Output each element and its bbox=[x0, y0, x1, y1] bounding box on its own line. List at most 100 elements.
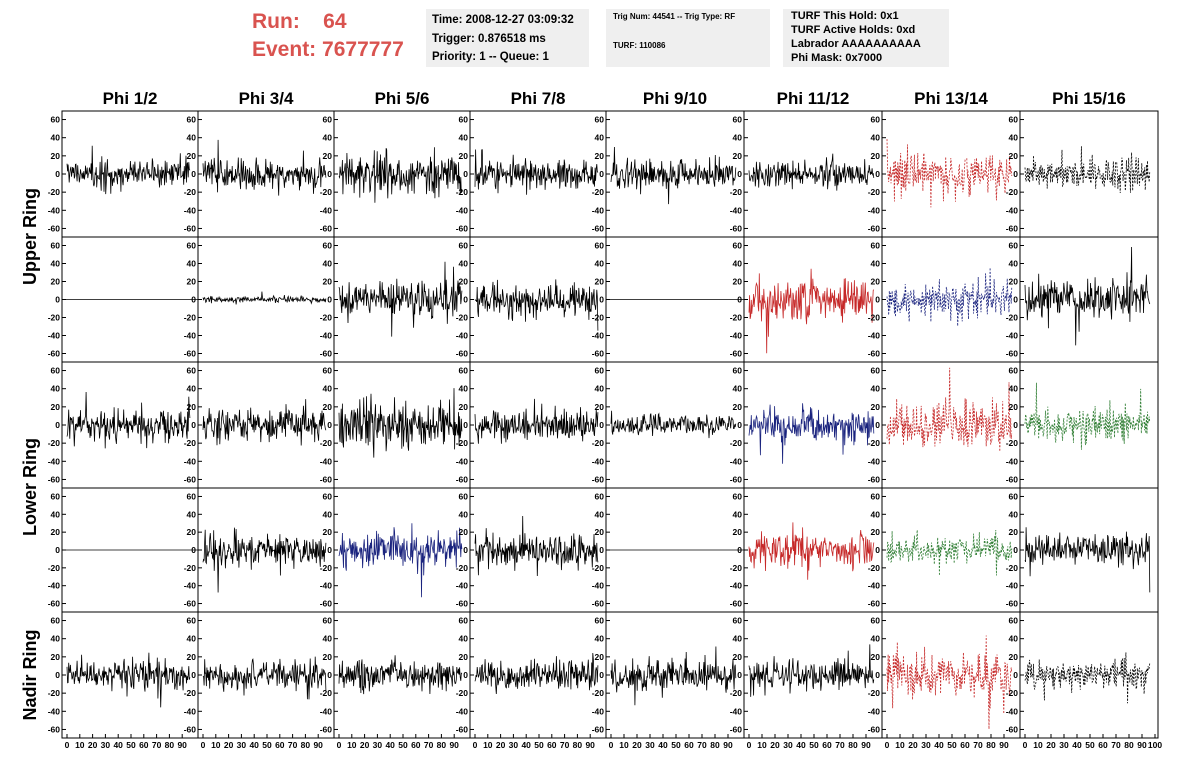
y-tick-label: 0 bbox=[463, 670, 468, 680]
x-tick-label: 70 bbox=[697, 740, 707, 750]
y-tick-label: -20 bbox=[730, 563, 743, 573]
y-tick-label: -40 bbox=[1006, 581, 1019, 591]
x-tick-label: 100 bbox=[1148, 740, 1162, 750]
y-tick-label: -40 bbox=[1006, 706, 1019, 716]
time-info-box: Time: 2008-12-27 03:09:32 Trigger: 0.876… bbox=[426, 9, 589, 67]
y-tick-label: -60 bbox=[868, 349, 881, 359]
x-tick-label: 50 bbox=[262, 740, 272, 750]
y-tick-label: -20 bbox=[456, 187, 469, 197]
y-tick-label: -60 bbox=[320, 223, 333, 233]
y-tick-label: -20 bbox=[1006, 563, 1019, 573]
y-tick-label: -20 bbox=[456, 688, 469, 698]
y-tick-label: 40 bbox=[595, 509, 605, 519]
y-tick-label: -60 bbox=[730, 724, 743, 734]
y-tick-label: 20 bbox=[459, 527, 469, 537]
x-tick-label: 40 bbox=[249, 740, 259, 750]
y-tick-label: 20 bbox=[733, 151, 743, 161]
y-tick-label: 20 bbox=[871, 402, 881, 412]
y-tick-label: -40 bbox=[730, 205, 743, 215]
run-event-block: Run: 64 Event: 7677777 bbox=[252, 8, 422, 64]
y-tick-label: -40 bbox=[320, 706, 333, 716]
x-tick-label: 20 bbox=[1046, 740, 1056, 750]
y-tick-label: -60 bbox=[184, 349, 197, 359]
y-tick-label: -40 bbox=[868, 205, 881, 215]
y-tick-label: 0 bbox=[875, 545, 880, 555]
y-tick-label: -40 bbox=[48, 205, 61, 215]
y-tick-label: -40 bbox=[1006, 331, 1019, 341]
y-tick-label: 60 bbox=[459, 241, 469, 251]
y-tick-label: 40 bbox=[459, 133, 469, 143]
labrador-line: Labrador AAAAAAAAAA bbox=[791, 38, 921, 50]
y-tick-label: -60 bbox=[48, 474, 61, 484]
x-tick-label: 20 bbox=[496, 740, 506, 750]
y-tick-label: 60 bbox=[1009, 491, 1019, 501]
y-tick-label: 40 bbox=[1009, 634, 1019, 644]
y-tick-label: -20 bbox=[868, 187, 881, 197]
y-tick-label: -60 bbox=[592, 349, 605, 359]
y-tick-label: 20 bbox=[871, 151, 881, 161]
y-tick-label: 20 bbox=[51, 527, 61, 537]
x-tick-label: 60 bbox=[684, 740, 694, 750]
x-tick-label: 40 bbox=[385, 740, 395, 750]
y-tick-label: 60 bbox=[459, 115, 469, 125]
trigger-info-box: Trig Num: 44541 -- Trig Type: RF TURF: 1… bbox=[606, 9, 770, 67]
y-tick-label: 60 bbox=[187, 366, 197, 376]
y-tick-label: 0 bbox=[327, 670, 332, 680]
y-tick-label: 0 bbox=[875, 670, 880, 680]
y-tick-label: 20 bbox=[733, 652, 743, 662]
y-tick-label: -60 bbox=[1006, 474, 1019, 484]
y-tick-label: 20 bbox=[1009, 527, 1019, 537]
x-tick-label: 30 bbox=[783, 740, 793, 750]
x-tick-label: 50 bbox=[809, 740, 819, 750]
y-tick-label: -40 bbox=[730, 456, 743, 466]
y-tick-label: 60 bbox=[871, 366, 881, 376]
x-tick-label: 90 bbox=[1137, 740, 1147, 750]
turf-info-box: TURF This Hold: 0x1 TURF Active Holds: 0… bbox=[783, 9, 949, 67]
y-tick-label: -20 bbox=[456, 438, 469, 448]
row-group-title: Nadir Ring bbox=[20, 629, 40, 720]
y-tick-label: -40 bbox=[48, 331, 61, 341]
y-tick-label: 0 bbox=[463, 545, 468, 555]
y-tick-label: 60 bbox=[323, 366, 333, 376]
waveform-trace bbox=[1024, 382, 1151, 450]
x-tick-label: 50 bbox=[947, 740, 957, 750]
y-tick-label: -40 bbox=[320, 456, 333, 466]
y-tick-label: -40 bbox=[456, 331, 469, 341]
x-tick-label: 10 bbox=[619, 740, 629, 750]
x-tick-label: 20 bbox=[224, 740, 234, 750]
y-tick-label: 0 bbox=[55, 670, 60, 680]
y-tick-label: 0 bbox=[327, 545, 332, 555]
x-tick-label: 50 bbox=[671, 740, 681, 750]
y-tick-label: 20 bbox=[871, 277, 881, 287]
y-tick-label: 0 bbox=[599, 169, 604, 179]
waveform-trace bbox=[66, 652, 191, 708]
y-tick-label: 40 bbox=[595, 259, 605, 269]
y-tick-label: 40 bbox=[51, 634, 61, 644]
y-tick-label: -60 bbox=[48, 223, 61, 233]
y-tick-label: 20 bbox=[733, 527, 743, 537]
y-tick-label: -20 bbox=[320, 688, 333, 698]
y-tick-label: -20 bbox=[1006, 313, 1019, 323]
y-tick-label: 40 bbox=[187, 133, 197, 143]
waveform-trace bbox=[474, 398, 599, 444]
x-tick-label: 30 bbox=[921, 740, 931, 750]
event-label: Event: bbox=[252, 38, 317, 61]
y-tick-label: 40 bbox=[1009, 133, 1019, 143]
waveform-trace bbox=[474, 279, 599, 331]
x-tick-label: 40 bbox=[934, 740, 944, 750]
y-tick-label: -40 bbox=[868, 706, 881, 716]
y-tick-label: 20 bbox=[733, 402, 743, 412]
y-tick-label: -20 bbox=[868, 563, 881, 573]
y-tick-label: 60 bbox=[595, 366, 605, 376]
waveform-trace bbox=[338, 388, 463, 458]
y-tick-label: 0 bbox=[191, 545, 196, 555]
y-tick-label: -20 bbox=[48, 688, 61, 698]
y-tick-label: 60 bbox=[595, 491, 605, 501]
x-tick-label: 0 bbox=[1023, 740, 1028, 750]
y-tick-label: -20 bbox=[592, 313, 605, 323]
y-tick-label: -20 bbox=[868, 313, 881, 323]
y-tick-label: 20 bbox=[595, 151, 605, 161]
y-tick-label: 60 bbox=[595, 115, 605, 125]
phi-mask-line: Phi Mask: 0x7000 bbox=[791, 52, 883, 64]
y-tick-label: -40 bbox=[320, 581, 333, 591]
